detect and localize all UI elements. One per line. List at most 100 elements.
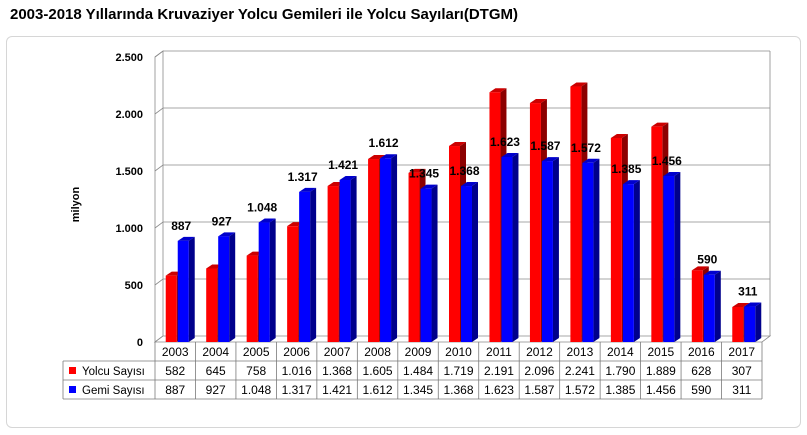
yolcu-bar-top bbox=[691, 266, 709, 271]
yolcu-bar bbox=[246, 255, 258, 342]
gemi-bar bbox=[541, 161, 553, 342]
table-cell: 1.456 bbox=[646, 383, 676, 397]
y-tick-label: 0 bbox=[137, 337, 143, 349]
table-cell: 1.484 bbox=[403, 364, 433, 378]
table-cell: 887 bbox=[165, 383, 185, 397]
yolcu-bar-top bbox=[368, 155, 386, 160]
yolcu-bar bbox=[165, 275, 177, 342]
x-tick-label: 2015 bbox=[647, 345, 674, 359]
gemi-bar-side bbox=[472, 182, 478, 342]
data-label: 1.623 bbox=[490, 135, 520, 149]
data-label: 1.572 bbox=[571, 141, 601, 155]
data-label: 1.048 bbox=[247, 201, 277, 215]
table-cell: 1.345 bbox=[403, 383, 433, 397]
data-label: 927 bbox=[212, 214, 232, 228]
table-cell: 590 bbox=[691, 383, 711, 397]
table-cell: 1.317 bbox=[282, 383, 312, 397]
table-cell: 1.572 bbox=[565, 383, 595, 397]
table-cell: 1.587 bbox=[524, 383, 554, 397]
chart-frame bbox=[6, 36, 801, 428]
table-cell: 1.421 bbox=[322, 383, 352, 397]
table-cell: 2.096 bbox=[524, 364, 554, 378]
gemi-bar-side bbox=[391, 154, 398, 342]
table-cell: 1.719 bbox=[443, 364, 473, 378]
gemi-bar-top bbox=[501, 152, 519, 157]
x-tick-label: 2017 bbox=[728, 345, 755, 359]
gemi-bar-top bbox=[299, 187, 317, 192]
table-cell: 582 bbox=[165, 364, 185, 378]
gemi-bar-top bbox=[218, 232, 236, 237]
table-cell: 311 bbox=[732, 383, 751, 397]
gemi-bar-top bbox=[744, 302, 762, 307]
table-cell: 307 bbox=[732, 364, 752, 378]
gemi-bar bbox=[299, 191, 311, 342]
x-tick-label: 2009 bbox=[405, 345, 432, 359]
y-tick-label: 2.500 bbox=[115, 52, 143, 64]
table-cell: 1.368 bbox=[443, 383, 473, 397]
yolcu-bar bbox=[610, 137, 622, 342]
chart-title: 2003-2018 Yıllarında Kruvaziyer Yolcu Ge… bbox=[10, 6, 519, 23]
legend-label: Yolcu Sayısı bbox=[82, 366, 145, 378]
table-cell: 1.368 bbox=[322, 364, 352, 378]
table-cell: 2.191 bbox=[484, 364, 514, 378]
gemi-bar bbox=[501, 156, 513, 342]
gemi-bar-side bbox=[593, 158, 600, 342]
y-tick-label: 2.000 bbox=[115, 109, 143, 121]
data-label: 1.368 bbox=[449, 164, 479, 178]
yolcu-bar bbox=[449, 146, 460, 342]
yolcu-bar bbox=[408, 172, 420, 342]
gridline bbox=[154, 278, 770, 286]
x-tick-label: 2016 bbox=[688, 345, 715, 359]
table-cell: 758 bbox=[246, 364, 266, 378]
x-tick-label: 2008 bbox=[364, 345, 391, 359]
data-label: 1.456 bbox=[652, 154, 682, 168]
data-label: 1.587 bbox=[530, 139, 560, 153]
yolcu-bar-top bbox=[408, 168, 426, 173]
yolcu-bar-top bbox=[732, 303, 750, 308]
data-label: 1.385 bbox=[611, 162, 641, 176]
data-label: 1.612 bbox=[369, 136, 399, 150]
gemi-bar-top bbox=[582, 158, 600, 163]
yolcu-bar bbox=[368, 159, 380, 342]
gemi-bar-top bbox=[420, 184, 438, 189]
table-cell: 1.048 bbox=[241, 383, 271, 397]
y-tick-label: 1.500 bbox=[115, 166, 143, 178]
y-axis-label: milyon bbox=[70, 186, 82, 222]
data-label: 590 bbox=[697, 253, 717, 267]
gridline bbox=[154, 221, 770, 229]
table-cell: 1.889 bbox=[646, 364, 676, 378]
data-label: 887 bbox=[171, 219, 191, 233]
x-tick-label: 2012 bbox=[526, 345, 553, 359]
x-tick-label: 2005 bbox=[243, 345, 270, 359]
gridline bbox=[154, 50, 770, 58]
yolcu-bar-top bbox=[570, 82, 588, 87]
gemi-bar-top bbox=[339, 176, 357, 181]
table-cell: 927 bbox=[206, 383, 226, 397]
yolcu-bar bbox=[206, 268, 218, 342]
gemi-bar bbox=[744, 306, 756, 342]
gemi-bar bbox=[461, 186, 472, 342]
gemi-bar bbox=[703, 274, 715, 342]
table-cell: 1.612 bbox=[363, 383, 393, 397]
legend-key-gemi bbox=[69, 386, 76, 393]
gemi-bar-side bbox=[512, 152, 519, 342]
yolcu-bar bbox=[287, 226, 299, 342]
gemi-bar bbox=[420, 188, 432, 342]
x-tick-label: 2010 bbox=[445, 345, 472, 359]
x-tick-label: 2011 bbox=[486, 345, 512, 359]
gemi-bar-top bbox=[177, 236, 195, 241]
x-tick-label: 2007 bbox=[324, 345, 351, 359]
gemi-bar-side bbox=[310, 187, 317, 342]
table-cell: 1.605 bbox=[363, 364, 393, 378]
gemi-bar-top bbox=[380, 154, 398, 159]
data-label: 311 bbox=[738, 285, 758, 299]
table-cell: 1.385 bbox=[605, 383, 635, 397]
x-tick-label: 2004 bbox=[202, 345, 229, 359]
y-tick-label: 1.000 bbox=[115, 223, 143, 235]
yolcu-bar-top bbox=[489, 88, 507, 93]
gemi-bar-side bbox=[431, 184, 438, 342]
gemi-bar-side bbox=[633, 180, 640, 342]
gemi-bar bbox=[258, 222, 270, 342]
gemi-bar bbox=[582, 162, 594, 342]
